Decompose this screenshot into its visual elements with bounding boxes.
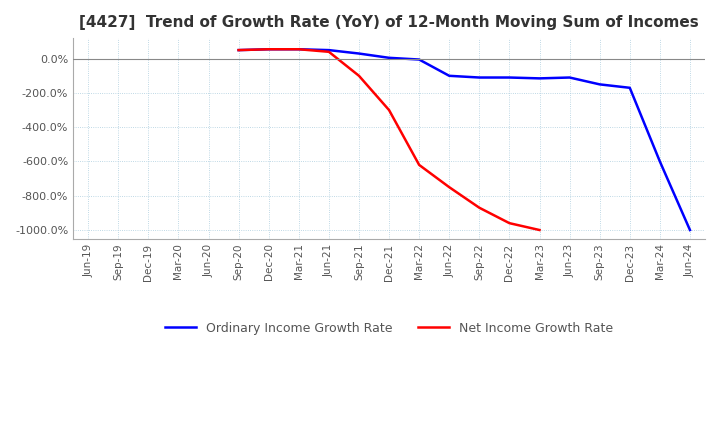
Ordinary Income Growth Rate — [384, 55, 393, 60]
Net Income Growth Rate — [445, 184, 454, 190]
Ordinary Income Growth Rate — [445, 73, 454, 78]
Ordinary Income Growth Rate — [264, 47, 273, 52]
Title: [4427]  Trend of Growth Rate (YoY) of 12-Month Moving Sum of Incomes: [4427] Trend of Growth Rate (YoY) of 12-… — [79, 15, 699, 30]
Ordinary Income Growth Rate — [355, 51, 364, 56]
Ordinary Income Growth Rate — [655, 159, 664, 164]
Net Income Growth Rate — [475, 205, 484, 210]
Ordinary Income Growth Rate — [535, 76, 544, 81]
Net Income Growth Rate — [294, 47, 303, 52]
Legend: Ordinary Income Growth Rate, Net Income Growth Rate: Ordinary Income Growth Rate, Net Income … — [160, 317, 618, 340]
Net Income Growth Rate — [415, 162, 423, 168]
Ordinary Income Growth Rate — [626, 85, 634, 91]
Net Income Growth Rate — [325, 49, 333, 55]
Ordinary Income Growth Rate — [475, 75, 484, 80]
Line: Net Income Growth Rate: Net Income Growth Rate — [238, 49, 539, 230]
Ordinary Income Growth Rate — [505, 75, 514, 80]
Ordinary Income Growth Rate — [325, 48, 333, 53]
Ordinary Income Growth Rate — [595, 82, 604, 87]
Net Income Growth Rate — [234, 48, 243, 53]
Net Income Growth Rate — [264, 47, 273, 52]
Net Income Growth Rate — [384, 107, 393, 113]
Line: Ordinary Income Growth Rate: Ordinary Income Growth Rate — [238, 49, 690, 230]
Net Income Growth Rate — [355, 73, 364, 78]
Net Income Growth Rate — [535, 227, 544, 233]
Net Income Growth Rate — [505, 220, 514, 226]
Ordinary Income Growth Rate — [565, 75, 574, 80]
Ordinary Income Growth Rate — [685, 227, 694, 233]
Ordinary Income Growth Rate — [415, 57, 423, 62]
Ordinary Income Growth Rate — [234, 48, 243, 53]
Ordinary Income Growth Rate — [294, 47, 303, 52]
